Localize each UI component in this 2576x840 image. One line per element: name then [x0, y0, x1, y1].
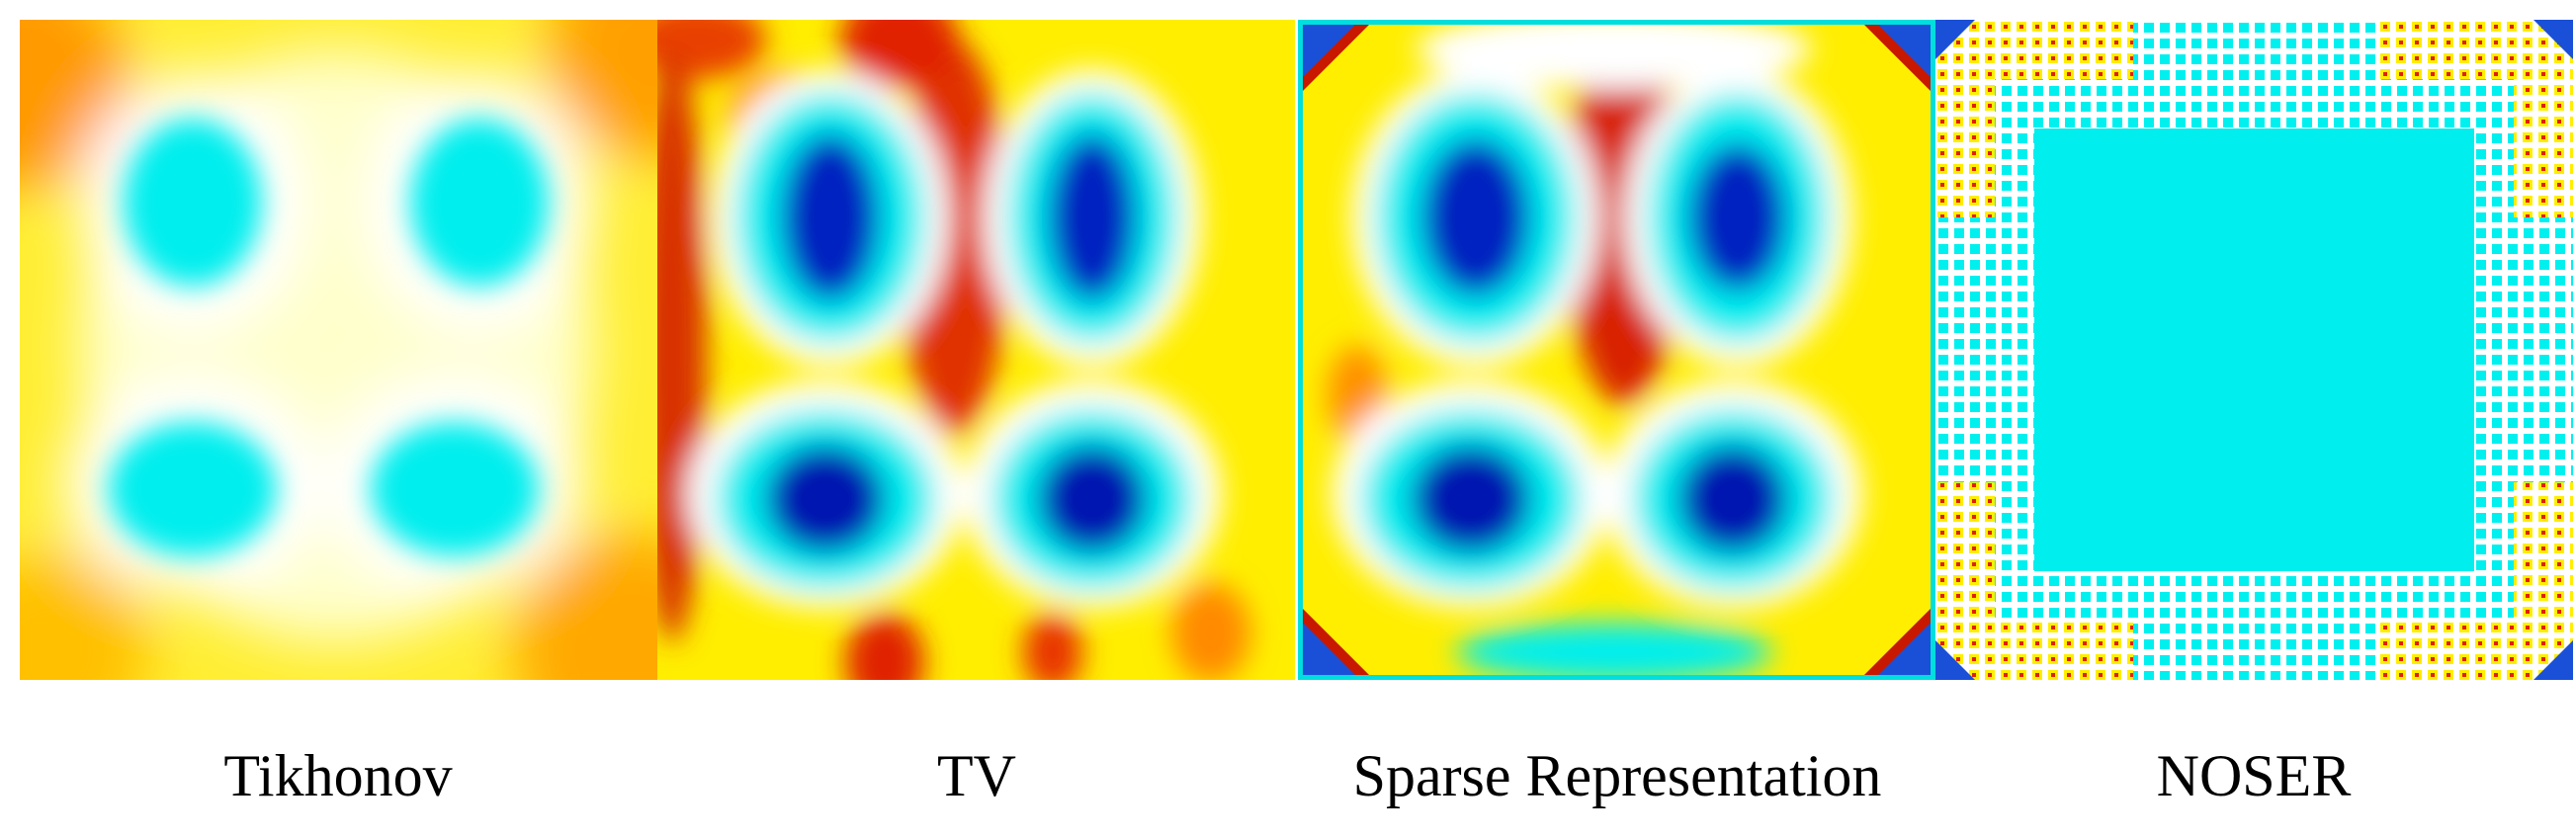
panel-image	[1298, 20, 1935, 680]
panel-image	[1935, 20, 2573, 680]
panel-label: TV	[937, 743, 1016, 808]
panel-image	[20, 20, 657, 680]
panel-label: Tikhonov	[223, 743, 452, 808]
panel-image	[657, 20, 1295, 680]
panel-label: Sparse Representation	[1353, 743, 1882, 808]
panel-label: NOSER	[2157, 743, 2352, 808]
